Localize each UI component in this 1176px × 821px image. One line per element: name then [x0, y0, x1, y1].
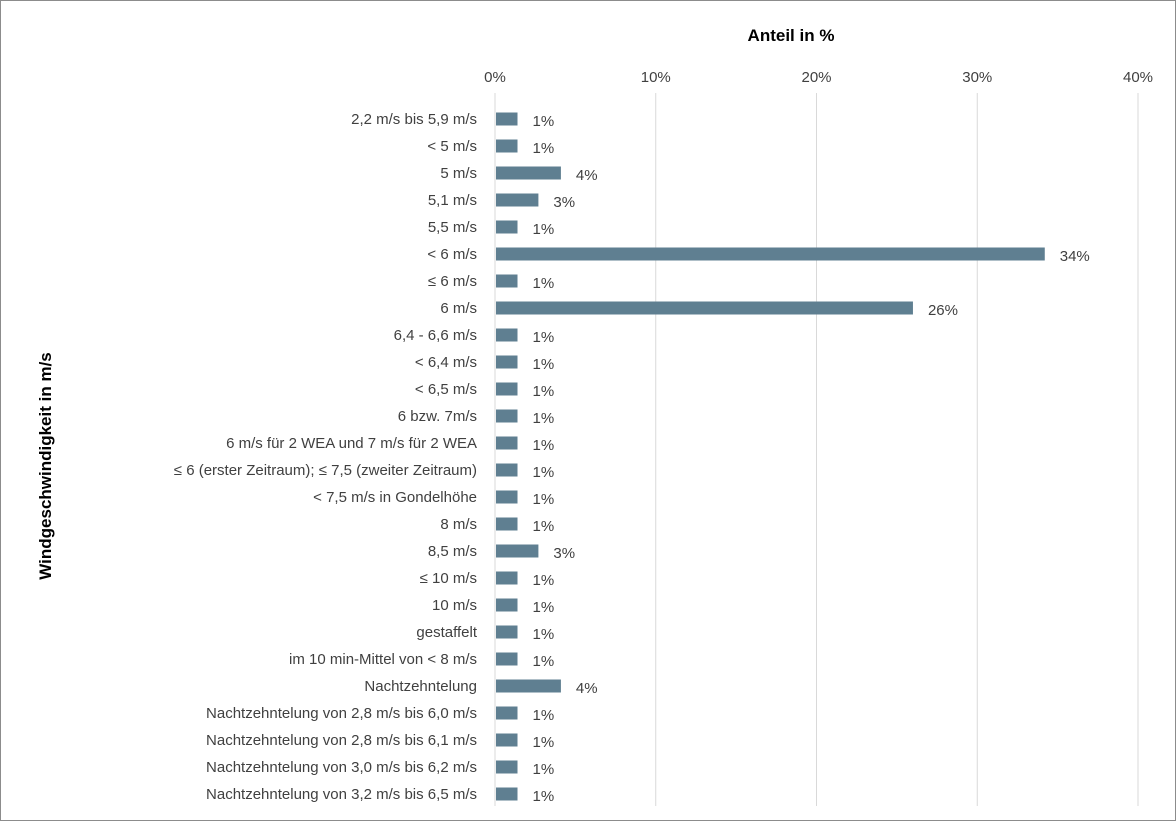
- category-label: < 6 m/s: [427, 246, 477, 263]
- data-label: 1%: [533, 383, 555, 400]
- data-label: 34%: [1060, 248, 1090, 265]
- category-label: 6 bzw. 7m/s: [398, 408, 477, 425]
- data-label: 1%: [533, 140, 555, 157]
- bar: [496, 436, 518, 450]
- bar: [496, 598, 518, 612]
- bar: [496, 355, 518, 369]
- bar: [496, 679, 561, 693]
- data-label: 1%: [533, 491, 555, 508]
- bar: [496, 760, 518, 774]
- bars: [496, 112, 1045, 801]
- bar: [496, 220, 518, 234]
- data-label: 26%: [928, 302, 958, 319]
- category-label: < 7,5 m/s in Gondelhöhe: [313, 489, 477, 506]
- data-label: 3%: [553, 545, 575, 562]
- data-label: 1%: [533, 437, 555, 454]
- category-label: 2,2 m/s bis 5,9 m/s: [351, 111, 477, 128]
- bar: [496, 625, 518, 639]
- bar: [496, 301, 913, 315]
- category-label: Nachtzehntelung von 3,2 m/s bis 6,5 m/s: [206, 786, 477, 803]
- bar: [496, 274, 518, 288]
- bar: [496, 571, 518, 585]
- category-label: ≤ 6 m/s: [428, 273, 477, 290]
- data-label: 4%: [576, 167, 598, 184]
- category-label: < 5 m/s: [427, 138, 477, 155]
- bar: [496, 544, 539, 558]
- data-label: 1%: [533, 734, 555, 751]
- category-label: 8,5 m/s: [428, 543, 477, 560]
- data-label: 1%: [533, 221, 555, 238]
- data-label: 1%: [533, 653, 555, 670]
- y-axis-title: Windgeschwindigkeit in m/s: [36, 352, 55, 579]
- data-label: 3%: [553, 194, 575, 211]
- bar: [496, 409, 518, 423]
- x-tick-label: 40%: [1123, 69, 1153, 86]
- category-label: 6 m/s: [440, 300, 477, 317]
- data-label: 1%: [533, 113, 555, 130]
- bar: [496, 463, 518, 477]
- data-label: 1%: [533, 410, 555, 427]
- data-label: 1%: [533, 518, 555, 535]
- category-label: ≤ 6 (erster Zeitraum); ≤ 7,5 (zweiter Ze…: [174, 462, 477, 479]
- bar: [496, 328, 518, 342]
- data-label: 1%: [533, 572, 555, 589]
- bar: [496, 382, 518, 396]
- category-label: 6,4 - 6,6 m/s: [394, 327, 477, 344]
- bar: [496, 706, 518, 720]
- bar: [496, 490, 518, 504]
- bar: [496, 193, 539, 207]
- data-label: 1%: [533, 464, 555, 481]
- x-tick-label: 20%: [801, 69, 831, 86]
- data-label: 1%: [533, 356, 555, 373]
- category-label: im 10 min-Mittel von < 8 m/s: [289, 651, 477, 668]
- data-label: 1%: [533, 707, 555, 724]
- category-label: 10 m/s: [432, 597, 477, 614]
- data-labels: 1%1%4%3%1%34%1%26%1%1%1%1%1%1%1%1%3%1%1%…: [533, 113, 1090, 805]
- data-label: 1%: [533, 761, 555, 778]
- category-label: 5,5 m/s: [428, 219, 477, 236]
- category-label: 6 m/s für 2 WEA und 7 m/s für 2 WEA: [226, 435, 477, 452]
- data-label: 1%: [533, 599, 555, 616]
- category-label: 5,1 m/s: [428, 192, 477, 209]
- category-label: Nachtzehntelung von 3,0 m/s bis 6,2 m/s: [206, 759, 477, 776]
- gridlines: [494, 93, 1139, 806]
- category-labels: 2,2 m/s bis 5,9 m/s < 5 m/s 5 m/s 5,1 m/s 5,…: [174, 111, 478, 803]
- bar: [496, 652, 518, 666]
- bar: [496, 733, 518, 747]
- data-label: 1%: [533, 626, 555, 643]
- category-label: gestaffelt: [416, 624, 477, 641]
- data-label: 4%: [576, 680, 598, 697]
- x-tick-label: 0%: [484, 69, 506, 86]
- x-tick-label: 30%: [962, 69, 992, 86]
- category-label: ≤ 10 m/s: [420, 570, 477, 587]
- bar: [496, 247, 1045, 261]
- category-label: < 6,4 m/s: [415, 354, 477, 371]
- category-label: < 6,5 m/s: [415, 381, 477, 398]
- x-axis-title: Anteil in %: [748, 26, 835, 45]
- bar: [496, 517, 518, 531]
- bar: [496, 139, 518, 153]
- category-label: 8 m/s: [440, 516, 477, 533]
- data-label: 1%: [533, 275, 555, 292]
- x-tick-label: 10%: [641, 69, 671, 86]
- bar: [496, 112, 518, 126]
- bar: [496, 787, 518, 801]
- data-label: 1%: [533, 788, 555, 805]
- data-label: 1%: [533, 329, 555, 346]
- category-label: Nachtzehntelung von 2,8 m/s bis 6,0 m/s: [206, 705, 477, 722]
- bar: [496, 166, 561, 180]
- x-axis-ticks: 0% 10% 20% 30% 40%: [484, 69, 1153, 86]
- category-label: 5 m/s: [440, 165, 477, 182]
- category-label: Nachtzehntelung: [364, 678, 477, 695]
- category-label: Nachtzehntelung von 2,8 m/s bis 6,1 m/s: [206, 732, 477, 749]
